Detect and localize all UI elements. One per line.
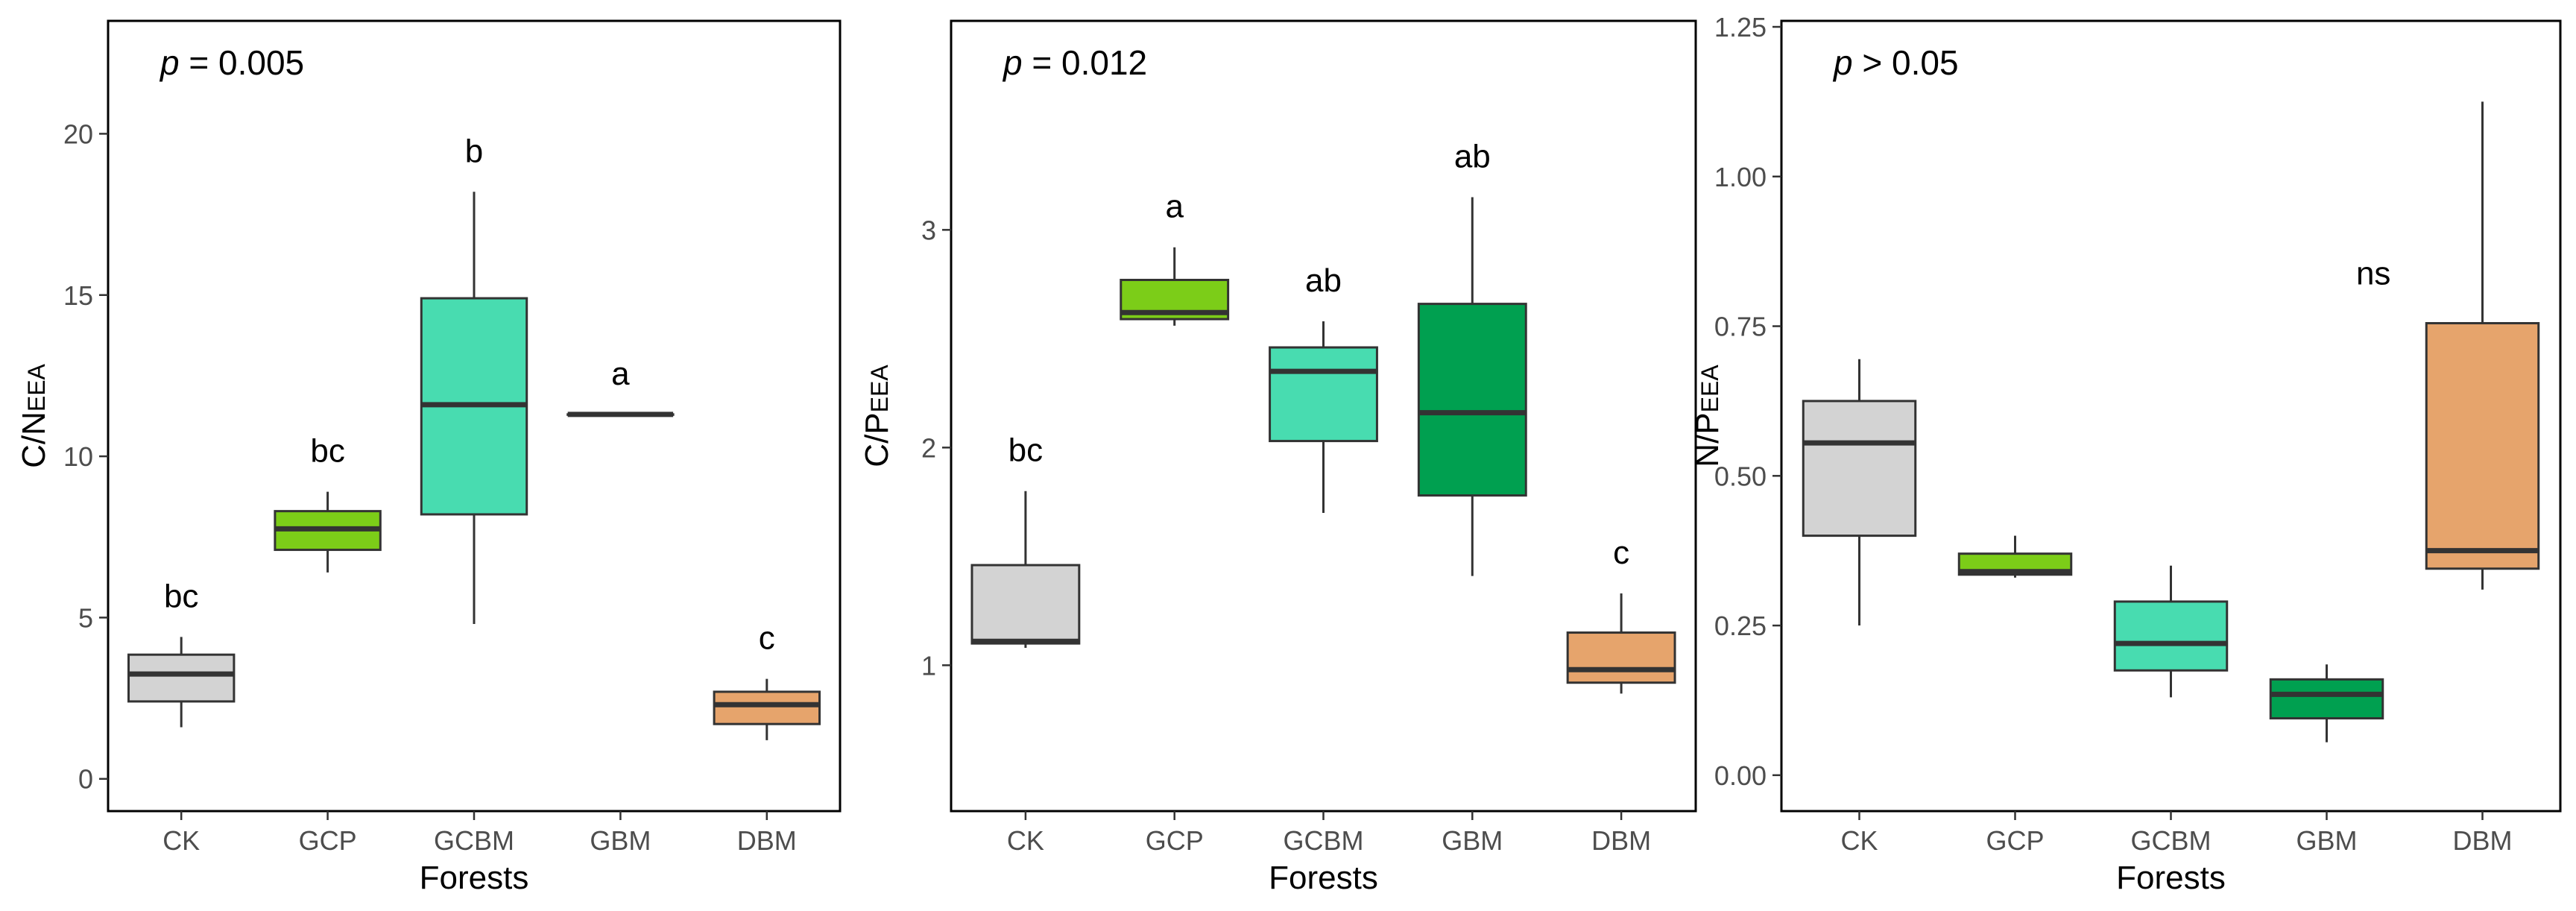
box-dbm: c: [1566, 535, 1676, 694]
chart-panel-1: 0 5 10 15 20 CK GCP GCBM GBM DBM Forests C/NEEA p = …: [16, 19, 842, 896]
y-tick-label: 1.00: [1714, 162, 1767, 192]
y-tick-label: 0: [78, 764, 93, 795]
box-body: [713, 690, 821, 725]
y-axis-title-main: C/N: [16, 412, 52, 468]
x-tick-label: CK: [1840, 825, 1878, 856]
significance-letter: bc: [1008, 432, 1043, 469]
y-tick-label: 1.25: [1714, 12, 1767, 42]
x-tick-label: GCP: [1986, 825, 2044, 856]
box-gcbm: b: [420, 133, 528, 625]
y-tick-label: 3: [921, 215, 936, 245]
y-axis-title-subscript: EEA: [23, 363, 50, 412]
box-ck: bc: [970, 432, 1081, 648]
x-tick-label: GBM: [590, 825, 651, 856]
box-body: [2269, 678, 2384, 720]
x-tick-label: GCBM: [1284, 825, 1364, 856]
p-value-italic: p: [1002, 43, 1023, 82]
y-tick-label: 0.75: [1714, 312, 1767, 342]
y-tick-label: 20: [63, 119, 93, 149]
box-gcbm: [2113, 565, 2229, 698]
y-axis-title-main: C/P: [859, 412, 895, 467]
x-axis-title: Forests: [2116, 860, 2226, 896]
significance-letter: a: [611, 356, 630, 392]
box-gcbm: ab: [1269, 262, 1378, 513]
chart-panel-2: 1 2 3 CK GCP GCBM GBM DBM Forests C/PEEA p = 0.012…: [859, 19, 1697, 896]
y-tick-label: 0.50: [1714, 461, 1767, 491]
y-tick-label: 5: [78, 602, 93, 633]
y-tick-label: 2: [921, 432, 936, 463]
p-value-label: p = 0.012: [1002, 43, 1147, 82]
box-body: [2425, 322, 2540, 570]
x-tick-label: GBM: [1442, 825, 1503, 856]
x-axis-title: Forests: [420, 860, 529, 896]
x-tick-label: DBM: [737, 825, 797, 856]
p-value-text: = 0.005: [180, 43, 305, 82]
box-dbm: c: [713, 620, 821, 740]
p-value-italic: p: [1832, 43, 1853, 82]
box-body: [970, 564, 1081, 645]
x-tick-label: DBM: [2453, 825, 2513, 856]
x-tick-label: GCBM: [434, 825, 514, 856]
y-axis-title-subscript: EEA: [866, 365, 893, 413]
significance-letter: c: [759, 620, 775, 657]
y-axis-title: C/NEEA: [16, 363, 52, 467]
box-body: [1269, 346, 1378, 443]
y-tick-label: 1: [921, 650, 936, 681]
y-tick-label: 0.00: [1714, 760, 1767, 791]
box-ck: [1802, 359, 1917, 626]
box-body: [1566, 631, 1676, 684]
significance-letter: ab: [1305, 262, 1342, 299]
significance-letter: ab: [1454, 139, 1491, 175]
significance-letter: bc: [310, 433, 344, 470]
x-tick-label: CK: [1007, 825, 1044, 856]
box-gbm: a: [566, 356, 675, 417]
box-body: [1802, 400, 1917, 538]
x-axis-title: Forests: [1269, 860, 1378, 896]
significance-letter: c: [1613, 535, 1629, 571]
chart-panel-3: 0.00 0.25 0.50 0.75 1.00 1.25 CK GCP GCBM GBM DBM F…: [1689, 12, 2562, 896]
significance-letter: a: [1165, 189, 1184, 225]
box-gcp: [1957, 535, 2073, 578]
box-gbm: [2269, 664, 2384, 743]
p-value-label: p = 0.005: [159, 43, 304, 82]
box-body: [2113, 600, 2229, 672]
x-tick-label: GCBM: [2131, 825, 2212, 856]
p-value-label: p > 0.05: [1832, 43, 1959, 82]
x-tick-label: GCP: [1146, 825, 1204, 856]
p-value-italic: p: [159, 43, 180, 82]
y-axis-title: C/PEEA: [859, 365, 895, 467]
p-value-text: = 0.012: [1023, 43, 1148, 82]
y-tick-label: 15: [63, 280, 93, 311]
box-body: [127, 653, 236, 703]
significance-annotation: ns: [2356, 255, 2390, 291]
x-tick-label: GCP: [299, 825, 357, 856]
significance-letter: bc: [164, 578, 198, 614]
box-ck: bc: [127, 578, 236, 728]
box-gcp: bc: [274, 433, 382, 573]
box-dbm: [2425, 101, 2540, 590]
p-value-text: > 0.05: [1853, 43, 1959, 82]
significance-letter: b: [465, 133, 483, 169]
y-axis-title-subscript: EEA: [1696, 365, 1723, 413]
y-tick-label: 10: [63, 441, 93, 472]
y-axis-title: N/PEEA: [1689, 365, 1726, 467]
x-tick-label: CK: [162, 825, 200, 856]
x-tick-label: GBM: [2296, 825, 2357, 856]
y-tick-label: 0.25: [1714, 611, 1767, 641]
box-gcp: a: [1120, 189, 1230, 326]
box-body: [1417, 303, 1527, 497]
y-axis-title-main: N/P: [1689, 412, 1726, 467]
x-tick-label: DBM: [1591, 825, 1651, 856]
box-gbm: ab: [1417, 139, 1527, 576]
